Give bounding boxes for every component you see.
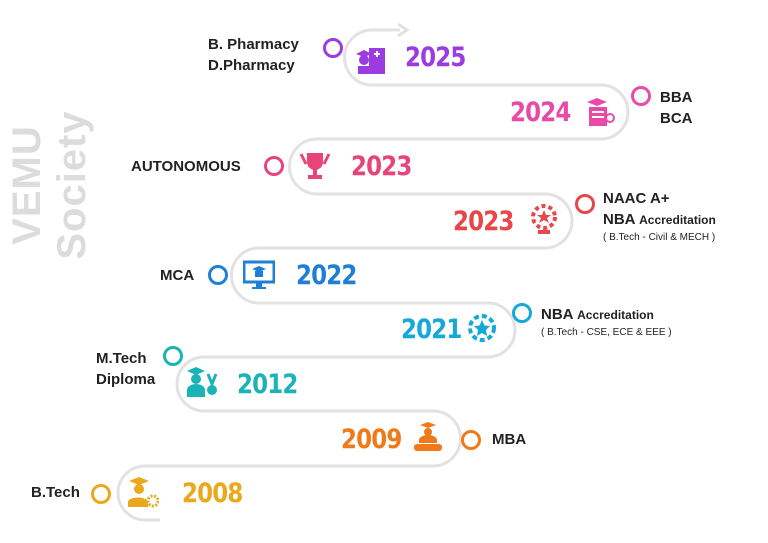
marker-2023-naac [575, 194, 595, 214]
milestone-2009-year: 2009 [341, 424, 402, 455]
arrow-head-icon [397, 22, 410, 38]
milestone-2008-year: 2008 [182, 478, 243, 509]
pharmacy-building-icon [356, 48, 385, 74]
award-laurel-icon [531, 204, 557, 234]
marker-2023-autonomous [264, 156, 284, 176]
milestone-2012-year: 2012 [237, 369, 298, 400]
milestone-2008-label: B.Tech [31, 484, 80, 501]
trophy-icon [299, 153, 331, 179]
milestone-2022-year: 2022 [296, 260, 357, 291]
star-laurel-icon [468, 314, 496, 342]
milestone-2025-label: B. Pharmacy D.Pharmacy [208, 36, 299, 74]
graduate-scroll-icon [414, 422, 442, 451]
milestone-2023-naac-year: 2023 [453, 206, 514, 237]
marker-2022 [208, 265, 228, 285]
marker-2008 [91, 484, 111, 504]
marker-2021 [512, 303, 532, 323]
milestone-2012-label: M.Tech Diploma [96, 350, 156, 388]
milestone-2021-label: NBA Accreditation( B.Tech - CSE, ECE & E… [541, 306, 672, 338]
milestone-2009-label: MBA [492, 431, 527, 448]
milestone-2022-label: MCA [160, 267, 195, 284]
milestone-2023-autonomous-year: 2023 [351, 151, 412, 182]
marker-2024 [631, 86, 651, 106]
milestone-2023-autonomous-label: AUTONOMOUS [131, 158, 241, 175]
graduate-gear-icon [128, 477, 159, 508]
milestone-2024-label: BBA BCA [660, 89, 693, 127]
certificate-icon [587, 98, 615, 126]
milestone-2021-year: 2021 [401, 314, 462, 345]
marker-2012 [163, 346, 183, 366]
marker-2009 [461, 430, 481, 450]
marker-2025 [323, 38, 343, 58]
graduate-medal-icon [187, 367, 218, 397]
milestone-2023-naac-label: NAAC A+ NBA Accreditation( B.Tech - Civil… [603, 190, 716, 243]
milestone-2025-year: 2025 [405, 42, 466, 73]
milestone-2024-year: 2024 [510, 97, 571, 128]
computer-graduation-icon [243, 260, 275, 289]
